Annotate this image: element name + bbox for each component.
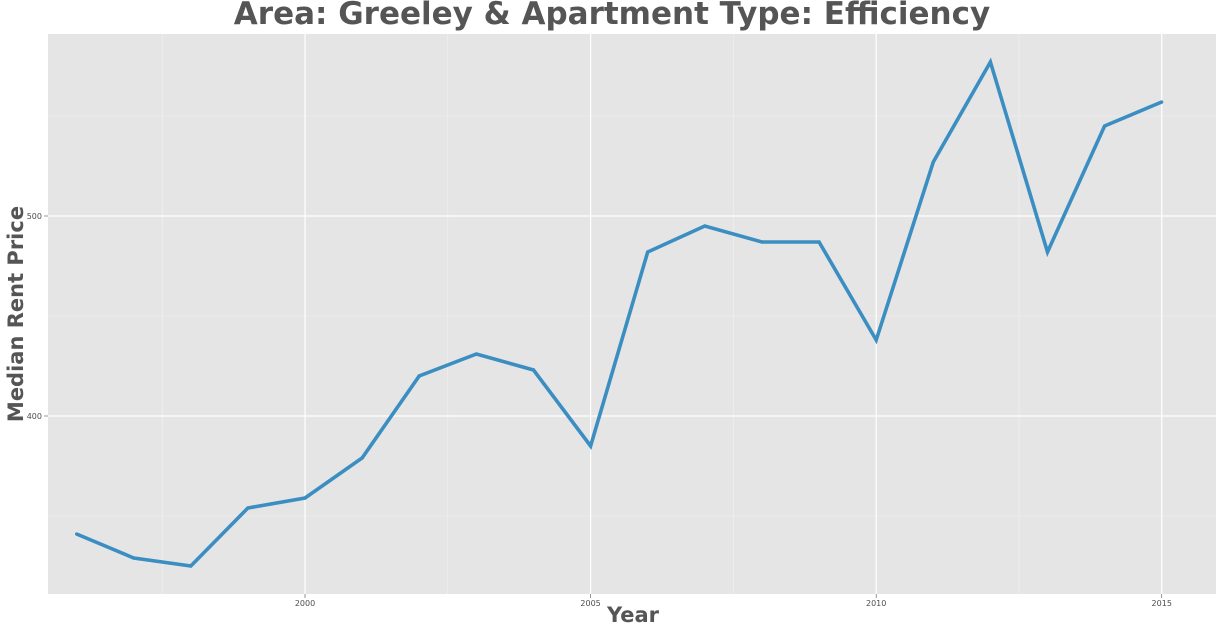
data-point: [760, 240, 764, 244]
data-point: [531, 368, 536, 372]
series-line: [75, 57, 1163, 568]
data-point: [988, 60, 993, 64]
series-layer: [75, 57, 1164, 568]
x-tick-label: 2010: [866, 599, 886, 608]
tick-labels: 2000 2005 2010 2015 400 500: [27, 212, 1172, 608]
data-point: [474, 352, 478, 356]
data-point: [817, 240, 821, 244]
x-tick-label: 2000: [295, 599, 315, 608]
x-tick-label: 2015: [1152, 599, 1172, 608]
x-axis-label: Year: [606, 603, 660, 627]
data-point: [417, 374, 421, 378]
major-gridlines: [48, 34, 1216, 594]
data-point: [589, 444, 593, 448]
data-point: [189, 564, 193, 568]
data-point: [303, 496, 307, 500]
y-tick-label: 400: [27, 412, 42, 421]
data-point: [1103, 124, 1107, 128]
data-point: [360, 456, 364, 460]
data-point: [132, 556, 136, 560]
axis-ticks: [44, 215, 1163, 598]
chart-title: Area: Greeley & Apartment Type: Efficien…: [233, 0, 991, 32]
data-point: [646, 250, 650, 254]
x-tick-label: 2005: [580, 599, 600, 608]
plot-panel: [48, 34, 1216, 594]
data-point: [1160, 100, 1164, 104]
y-tick-label: 500: [27, 212, 42, 221]
data-point: [1045, 250, 1050, 254]
data-point: [703, 224, 707, 228]
y-axis-label: Median Rent Price: [4, 205, 28, 423]
data-point: [874, 338, 878, 342]
data-point: [246, 506, 250, 510]
data-point: [931, 160, 935, 164]
minor-gridlines: [48, 34, 1216, 594]
data-point: [75, 532, 79, 536]
